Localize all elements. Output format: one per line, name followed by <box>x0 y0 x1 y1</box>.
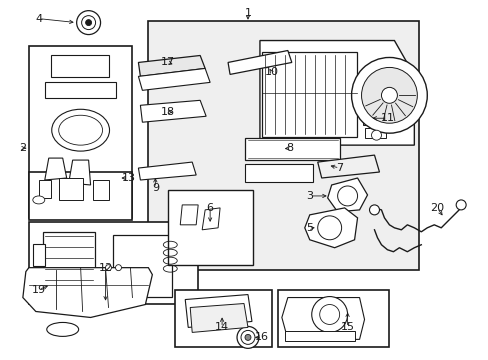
Polygon shape <box>68 160 90 185</box>
Circle shape <box>311 297 347 332</box>
Circle shape <box>351 58 427 133</box>
Text: 5: 5 <box>305 223 313 233</box>
Bar <box>39 180 51 198</box>
Text: 10: 10 <box>264 67 278 77</box>
Text: 12: 12 <box>98 263 112 273</box>
Circle shape <box>105 265 111 271</box>
Polygon shape <box>45 158 66 180</box>
Bar <box>33 244 45 266</box>
Circle shape <box>77 11 101 35</box>
Text: 1: 1 <box>244 8 251 18</box>
Polygon shape <box>190 303 247 332</box>
Bar <box>33 268 45 285</box>
Circle shape <box>85 20 91 26</box>
Polygon shape <box>304 208 357 248</box>
Polygon shape <box>140 100 206 122</box>
Text: 13: 13 <box>121 173 135 183</box>
Ellipse shape <box>59 115 102 145</box>
Text: 19: 19 <box>32 284 46 294</box>
Bar <box>277 289 388 347</box>
Polygon shape <box>281 298 364 339</box>
Text: 9: 9 <box>151 183 159 193</box>
Bar <box>29 172 132 220</box>
Text: 17: 17 <box>161 58 175 67</box>
Bar <box>175 289 271 347</box>
Circle shape <box>317 216 341 240</box>
Circle shape <box>371 130 381 140</box>
Bar <box>42 232 94 293</box>
Text: 14: 14 <box>215 323 229 332</box>
Ellipse shape <box>52 109 109 151</box>
Circle shape <box>237 327 259 348</box>
Polygon shape <box>138 68 210 90</box>
Text: 8: 8 <box>285 143 293 153</box>
Polygon shape <box>138 162 196 180</box>
Ellipse shape <box>33 196 45 204</box>
Text: 15: 15 <box>340 323 354 332</box>
Polygon shape <box>138 55 205 76</box>
Bar <box>51 55 108 77</box>
Polygon shape <box>227 50 291 75</box>
Bar <box>262 53 356 137</box>
Circle shape <box>115 265 121 271</box>
Circle shape <box>81 15 95 30</box>
Ellipse shape <box>47 323 79 336</box>
Bar <box>364 128 386 138</box>
Circle shape <box>361 67 416 123</box>
Circle shape <box>241 330 254 345</box>
Polygon shape <box>185 294 251 328</box>
Bar <box>29 222 198 303</box>
Circle shape <box>319 305 339 324</box>
Polygon shape <box>180 205 198 225</box>
Bar <box>285 332 354 341</box>
Circle shape <box>455 200 465 210</box>
Polygon shape <box>260 41 413 145</box>
Text: 7: 7 <box>335 163 343 173</box>
Text: 4: 4 <box>35 14 42 24</box>
Bar <box>29 45 132 218</box>
Text: 6: 6 <box>206 203 213 213</box>
Bar <box>244 138 339 160</box>
Text: 16: 16 <box>254 332 268 342</box>
Bar <box>59 178 82 200</box>
Circle shape <box>244 334 250 340</box>
Bar <box>362 105 389 125</box>
Text: 3: 3 <box>305 191 313 201</box>
Bar <box>45 82 116 98</box>
Text: 11: 11 <box>380 113 394 123</box>
Bar <box>148 21 419 270</box>
Bar <box>92 180 108 200</box>
Circle shape <box>369 205 379 215</box>
Polygon shape <box>327 178 367 212</box>
Text: 2: 2 <box>19 143 26 153</box>
Bar <box>357 100 395 142</box>
Bar <box>168 190 252 265</box>
Circle shape <box>337 186 357 206</box>
Bar <box>244 164 312 182</box>
Polygon shape <box>317 155 379 178</box>
Circle shape <box>381 87 397 103</box>
Bar <box>112 235 172 297</box>
Polygon shape <box>202 208 220 230</box>
Polygon shape <box>23 268 152 318</box>
Text: 20: 20 <box>429 203 444 213</box>
Text: 18: 18 <box>161 107 175 117</box>
